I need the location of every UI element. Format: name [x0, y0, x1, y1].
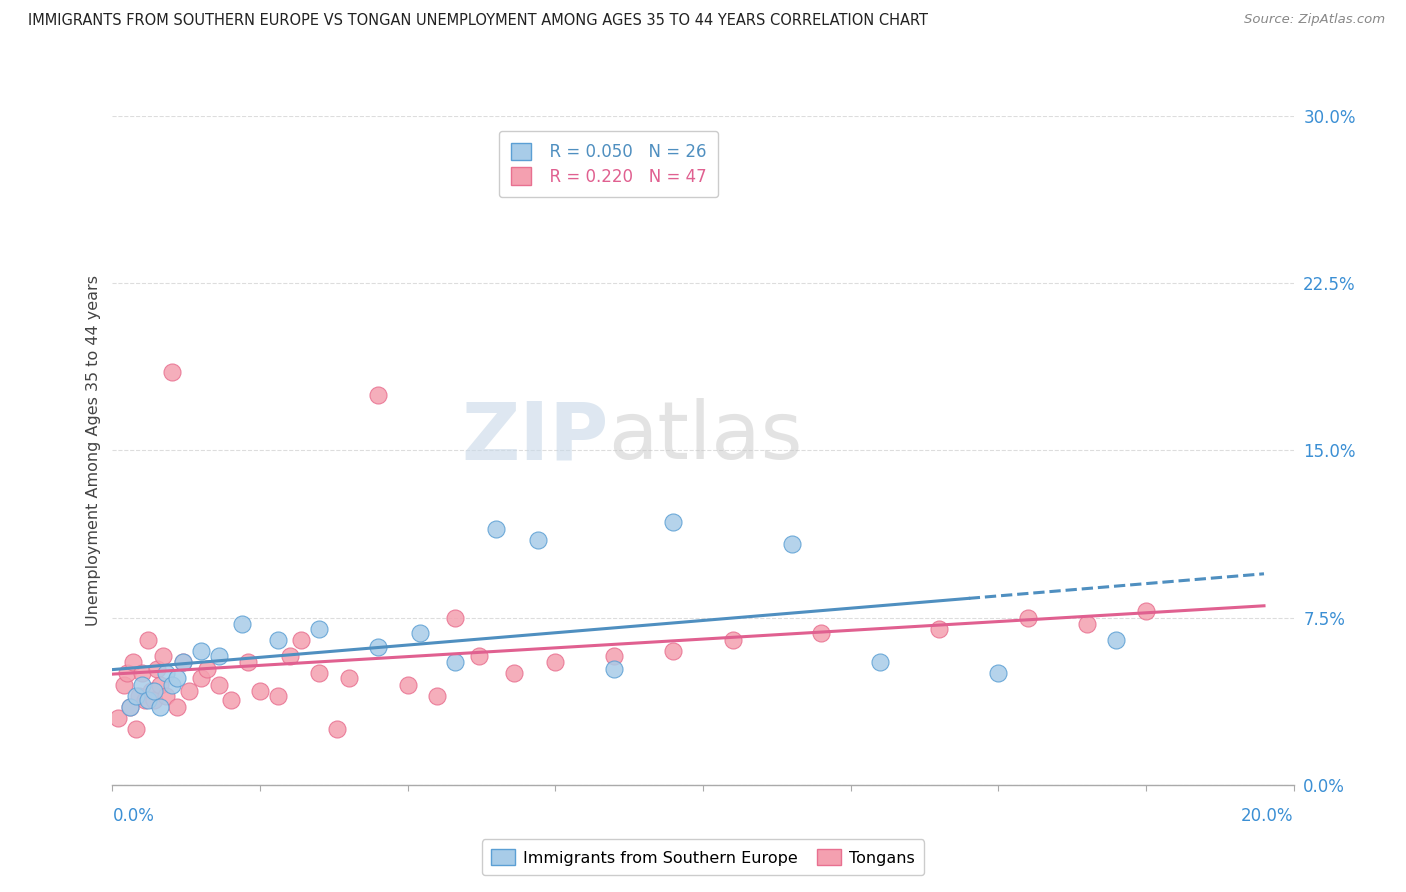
- Point: [155, 689, 177, 703]
- Point: [190, 644, 212, 658]
- Point: [208, 678, 231, 692]
- Legend:   R = 0.050   N = 26,   R = 0.220   N = 47: R = 0.050 N = 26, R = 0.220 N = 47: [499, 131, 718, 197]
- Point: [238, 655, 260, 669]
- Point: [396, 678, 419, 692]
- Point: [987, 666, 1010, 681]
- Point: [122, 655, 145, 669]
- Point: [485, 521, 508, 535]
- Point: [208, 648, 231, 663]
- Y-axis label: Unemployment Among Ages 35 to 44 years: Unemployment Among Ages 35 to 44 years: [86, 275, 101, 626]
- Point: [267, 689, 290, 703]
- Point: [155, 666, 177, 681]
- Point: [526, 533, 548, 547]
- Point: [152, 648, 174, 663]
- Point: [1076, 617, 1098, 632]
- Point: [662, 515, 685, 529]
- Point: [267, 633, 290, 648]
- Point: [367, 387, 389, 401]
- Point: [172, 655, 194, 669]
- Point: [139, 684, 162, 698]
- Point: [780, 537, 803, 551]
- Text: ZIP: ZIP: [461, 398, 609, 476]
- Point: [308, 622, 330, 636]
- Point: [308, 666, 330, 681]
- Point: [149, 678, 172, 692]
- Point: [160, 366, 183, 380]
- Point: [278, 648, 301, 663]
- Point: [128, 689, 150, 703]
- Point: [136, 693, 159, 707]
- Point: [142, 693, 165, 707]
- Point: [219, 693, 242, 707]
- Point: [146, 662, 169, 676]
- Point: [603, 662, 626, 676]
- Point: [544, 655, 567, 669]
- Point: [166, 699, 188, 714]
- Point: [467, 648, 489, 663]
- Point: [125, 689, 148, 703]
- Point: [603, 648, 626, 663]
- Point: [172, 655, 194, 669]
- Point: [810, 626, 832, 640]
- Point: [1135, 604, 1157, 618]
- Point: [426, 689, 449, 703]
- Point: [136, 633, 159, 648]
- Point: [112, 678, 135, 692]
- Point: [337, 671, 360, 685]
- Point: [290, 633, 312, 648]
- Point: [117, 666, 138, 681]
- Point: [249, 684, 271, 698]
- Point: [190, 671, 212, 685]
- Point: [444, 655, 467, 669]
- Point: [326, 723, 349, 737]
- Point: [179, 684, 201, 698]
- Point: [142, 684, 165, 698]
- Text: 20.0%: 20.0%: [1241, 807, 1294, 825]
- Point: [231, 617, 253, 632]
- Point: [120, 699, 142, 714]
- Text: 0.0%: 0.0%: [112, 807, 155, 825]
- Point: [160, 678, 183, 692]
- Point: [195, 662, 218, 676]
- Text: atlas: atlas: [609, 398, 803, 476]
- Point: [131, 666, 153, 681]
- Text: IMMIGRANTS FROM SOUTHERN EUROPE VS TONGAN UNEMPLOYMENT AMONG AGES 35 TO 44 YEARS: IMMIGRANTS FROM SOUTHERN EUROPE VS TONGA…: [28, 13, 928, 29]
- Point: [662, 644, 685, 658]
- Text: Source: ZipAtlas.com: Source: ZipAtlas.com: [1244, 13, 1385, 27]
- Point: [408, 626, 430, 640]
- Point: [503, 666, 526, 681]
- Point: [125, 723, 148, 737]
- Point: [1105, 633, 1128, 648]
- Legend: Immigrants from Southern Europe, Tongans: Immigrants from Southern Europe, Tongans: [482, 839, 924, 875]
- Point: [120, 699, 142, 714]
- Point: [721, 633, 744, 648]
- Point: [166, 671, 188, 685]
- Point: [107, 711, 129, 725]
- Point: [869, 655, 891, 669]
- Point: [367, 640, 389, 654]
- Point: [131, 678, 153, 692]
- Point: [444, 611, 467, 625]
- Point: [149, 699, 172, 714]
- Point: [928, 622, 950, 636]
- Point: [134, 693, 156, 707]
- Point: [1017, 611, 1039, 625]
